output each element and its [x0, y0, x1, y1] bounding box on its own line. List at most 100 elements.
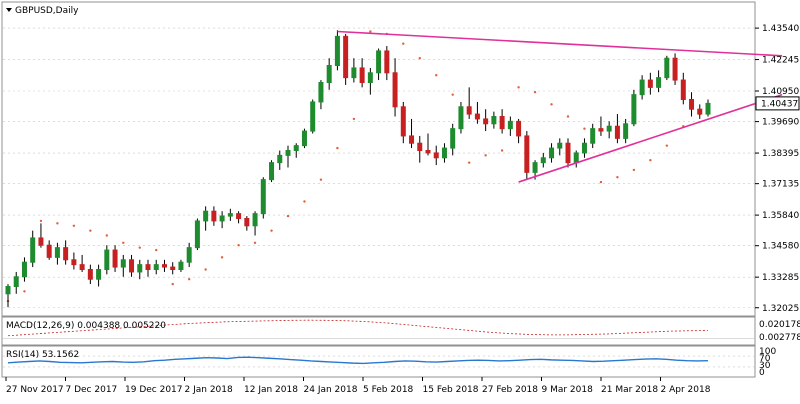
sar-dot — [632, 168, 636, 172]
price-tick-label: 1.32025 — [762, 304, 799, 314]
candle-body — [433, 152, 439, 159]
macd-series — [3, 319, 754, 339]
candle-body — [392, 72, 398, 108]
candle-body — [318, 82, 324, 103]
candle-body — [524, 135, 530, 173]
candle-body — [672, 57, 678, 81]
candle-body — [5, 286, 11, 295]
candles — [5, 30, 711, 308]
time-tick-label: 21 Mar 2018 — [601, 385, 658, 395]
candle-body — [441, 147, 447, 159]
candle-body — [178, 261, 184, 271]
candle-body — [334, 35, 340, 66]
candle-body — [13, 276, 19, 287]
sar-dot — [122, 241, 125, 244]
price-grid — [3, 27, 754, 309]
rsi-line — [7, 356, 709, 365]
time-tick-label: 7 Dec 2017 — [66, 385, 118, 395]
sar-dot — [270, 229, 273, 232]
candle-body — [112, 249, 118, 268]
candle-body — [21, 261, 27, 278]
sar-dot — [550, 103, 553, 106]
sar-dot — [533, 91, 537, 94]
price-tick-label: 1.43540 — [762, 24, 799, 34]
candle-body — [631, 94, 637, 125]
rsi-label: RSI(14) 53.1562 — [6, 350, 79, 360]
candle-body — [384, 50, 390, 74]
candle-body — [598, 128, 604, 132]
sar-dot — [138, 246, 141, 249]
candle-body — [614, 125, 620, 139]
candle-body — [565, 142, 571, 164]
candle-body — [532, 162, 538, 173]
candle-body — [697, 108, 703, 115]
candle-body — [639, 79, 645, 96]
candle-body — [120, 259, 126, 268]
candle-body — [129, 259, 135, 273]
candle-body — [79, 264, 85, 270]
candle-body — [680, 79, 686, 100]
candle-body — [483, 118, 489, 125]
time-tick-label: 12 Jan 2018 — [244, 385, 298, 395]
sar-dot — [105, 234, 109, 237]
time-tick-label: 15 Feb 2018 — [423, 385, 479, 395]
rsi-series — [3, 355, 754, 368]
sar-dot — [171, 282, 174, 286]
sar-dot — [451, 93, 454, 96]
sar-dot — [665, 144, 669, 147]
price-axis-ticks: 1.43540 1.42245 1.40950 1.39690 1.38395 1.371… — [755, 24, 799, 314]
candle-body — [153, 264, 159, 270]
sar-dot — [402, 42, 405, 45]
candle-body — [400, 106, 406, 137]
candle-body — [705, 102, 711, 115]
time-tick-label: 5 Feb 2018 — [363, 385, 414, 395]
candle-body — [211, 210, 217, 222]
candle-body — [137, 264, 143, 273]
candle-body — [104, 249, 110, 270]
candle-body — [367, 72, 373, 83]
sar-dot — [155, 248, 158, 252]
candle-body — [310, 101, 316, 132]
candle-body — [623, 123, 629, 139]
candle-body — [573, 152, 579, 164]
candle-body — [450, 128, 456, 149]
candle-body — [516, 120, 522, 137]
sar-dot — [484, 154, 487, 157]
price-tick-label: 1.34580 — [762, 242, 799, 252]
time-tick-label: 2 Apr 2018 — [661, 385, 711, 395]
candle-body — [606, 125, 612, 132]
candle-body — [277, 154, 283, 164]
candle-body — [326, 65, 332, 83]
candle-body — [499, 116, 505, 130]
sar-dot — [89, 229, 92, 232]
macd-label: MACD(12,26,9) 0.004388 0.005220 — [6, 321, 166, 331]
candle-body — [458, 106, 464, 130]
candle-body — [63, 247, 69, 261]
candle-body — [38, 237, 44, 246]
trendline — [518, 93, 783, 183]
rsi-axis-30: 30 — [759, 361, 771, 371]
sar-dot — [599, 180, 603, 184]
candle-body — [301, 130, 307, 147]
sar-dot — [435, 74, 438, 77]
symbol-dropdown-arrow-icon[interactable] — [6, 8, 12, 12]
time-tick-label: 27 Feb 2018 — [482, 385, 538, 395]
sar-dot — [616, 176, 619, 179]
candle-body — [145, 264, 151, 270]
sar-dot — [187, 278, 191, 281]
current-price-tag: 1.40437 — [755, 96, 800, 111]
candle-body — [656, 77, 662, 88]
candle-body — [359, 67, 365, 84]
price-tick-label: 1.39690 — [762, 118, 799, 128]
parabolic-sar — [6, 30, 701, 303]
sar-dot — [237, 244, 240, 247]
chart-title: GBPUSD,Daily — [15, 6, 79, 16]
candle-body — [689, 99, 695, 110]
candle-body — [71, 259, 77, 266]
candle-body — [96, 269, 102, 280]
sar-dot — [649, 159, 652, 162]
macd-signal-line — [7, 319, 709, 337]
sar-dot — [23, 290, 26, 293]
sar-dot — [72, 224, 76, 227]
